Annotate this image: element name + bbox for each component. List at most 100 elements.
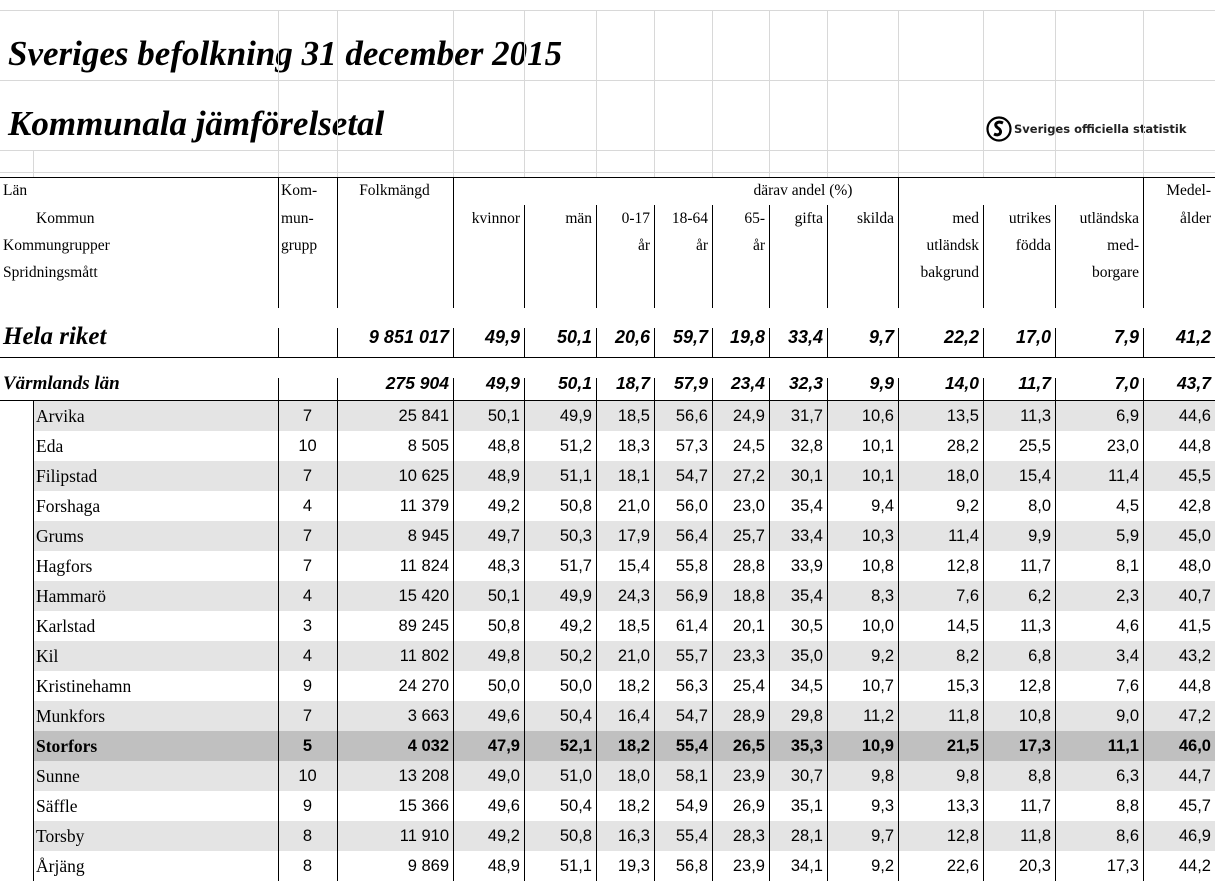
border — [278, 177, 279, 308]
municipality-value: 15,3 — [946, 676, 979, 695]
border — [596, 401, 597, 881]
municipality-value: 35,4 — [790, 496, 823, 515]
municipality-value: 30,1 — [790, 466, 823, 485]
municipality-value: 11,4 — [1108, 466, 1139, 485]
border — [769, 328, 770, 358]
summary-value: 9,7 — [868, 326, 894, 347]
municipality-value: 15 420 — [398, 586, 449, 605]
municipality-value: 15 366 — [398, 796, 449, 815]
municipality-value: 89 245 — [398, 616, 449, 635]
municipality-value: 50,0 — [559, 676, 592, 695]
municipality-value: 9,2 — [871, 856, 894, 875]
border — [524, 328, 525, 358]
border — [337, 328, 338, 358]
municipality-value: 55,4 — [675, 826, 708, 845]
summary-name: Värmlands län — [3, 372, 120, 394]
grid-line — [0, 172, 1215, 173]
municipality-group: 8 — [302, 856, 313, 875]
header-cell: grupp — [281, 237, 318, 254]
border — [278, 401, 279, 881]
municipality-value: 55,7 — [675, 646, 708, 665]
municipality-value: 11,3 — [1020, 616, 1051, 635]
header-cell: skilda — [856, 210, 894, 227]
border — [898, 328, 899, 358]
border — [0, 400, 1215, 401]
municipality-value: 35,0 — [790, 646, 823, 665]
row-background — [34, 581, 1215, 611]
municipality-value: 5,9 — [1116, 526, 1139, 545]
municipality-value: 9,0 — [1116, 706, 1139, 725]
municipality-value: 10,6 — [861, 406, 894, 425]
municipality-value: 10,8 — [861, 556, 894, 575]
grid-line — [1055, 10, 1056, 177]
border — [453, 177, 454, 308]
municipality-value: 43,2 — [1178, 646, 1211, 665]
municipality-value: 11,8 — [948, 706, 979, 725]
border — [1143, 328, 1144, 358]
header-cell: mun- — [281, 210, 314, 227]
header-cell: utrikes — [1008, 210, 1051, 227]
header-cell: män — [565, 210, 592, 227]
municipality-value: 25,5 — [1018, 436, 1051, 455]
summary-value: 50,1 — [556, 326, 592, 347]
municipality-value: 47,9 — [487, 736, 520, 755]
municipality-value: 33,9 — [790, 556, 823, 575]
municipality-value: 23,9 — [732, 856, 765, 875]
header-cell: ålder — [1180, 210, 1211, 227]
border — [827, 401, 828, 881]
summary-value: 49,9 — [485, 373, 520, 393]
municipality-value: 10,1 — [861, 436, 894, 455]
municipality-value: 48,9 — [487, 466, 520, 485]
logo: Sveriges officiella statistik — [986, 116, 1186, 142]
summary-value: 9 851 017 — [368, 326, 449, 347]
municipality-value: 50,3 — [559, 526, 592, 545]
municipality-group: 4 — [302, 586, 313, 605]
subtitle: Kommunala jämförelsetal — [8, 104, 385, 143]
municipality-value: 56,4 — [675, 526, 708, 545]
municipality-value: 20,3 — [1018, 856, 1051, 875]
municipality-group: 4 — [302, 646, 313, 665]
municipality-value: 4,6 — [1116, 616, 1139, 635]
municipality-value: 35,1 — [790, 796, 823, 815]
municipality-value: 50,8 — [487, 616, 520, 635]
border — [654, 378, 655, 401]
municipality-name: Munkfors — [36, 705, 106, 726]
municipality-value: 6,2 — [1028, 586, 1051, 605]
border — [1055, 205, 1056, 308]
municipality-value: 18,1 — [617, 466, 650, 485]
row-background — [34, 671, 1215, 701]
border — [769, 205, 770, 308]
border — [33, 401, 34, 881]
municipality-group: 5 — [302, 736, 313, 755]
municipality-name: Torsby — [36, 825, 85, 846]
border — [1143, 177, 1144, 308]
grid-line — [0, 150, 1215, 151]
municipality-value: 26,9 — [732, 796, 765, 815]
municipality-value: 8,1 — [1116, 556, 1139, 575]
municipality-value: 11 824 — [399, 556, 449, 575]
municipality-value: 25,7 — [732, 526, 765, 545]
municipality-value: 31,7 — [790, 406, 823, 425]
municipality-group: 7 — [302, 706, 313, 725]
municipality-value: 50,2 — [559, 646, 592, 665]
summary-value: 7,0 — [1114, 373, 1139, 393]
header-cell: Kommun — [36, 210, 95, 227]
border — [827, 328, 828, 358]
row-background — [34, 851, 1215, 881]
municipality-value: 58,1 — [675, 766, 708, 785]
municipality-value: 33,4 — [790, 526, 823, 545]
municipality-value: 48,8 — [487, 436, 520, 455]
border — [524, 378, 525, 401]
row-background — [34, 821, 1215, 851]
header-cell: Kommungrupper — [3, 237, 110, 254]
municipality-value: 8,0 — [1028, 496, 1051, 515]
border — [1143, 401, 1144, 881]
municipality-value: 49,2 — [487, 496, 520, 515]
header-cell: födda — [1015, 237, 1051, 254]
municipality-value: 55,4 — [675, 736, 708, 755]
row-background — [34, 761, 1215, 791]
municipality-value: 10,9 — [861, 736, 894, 755]
border — [337, 177, 338, 308]
municipality-value: 9,2 — [871, 646, 894, 665]
summary-value: 20,6 — [614, 326, 650, 347]
